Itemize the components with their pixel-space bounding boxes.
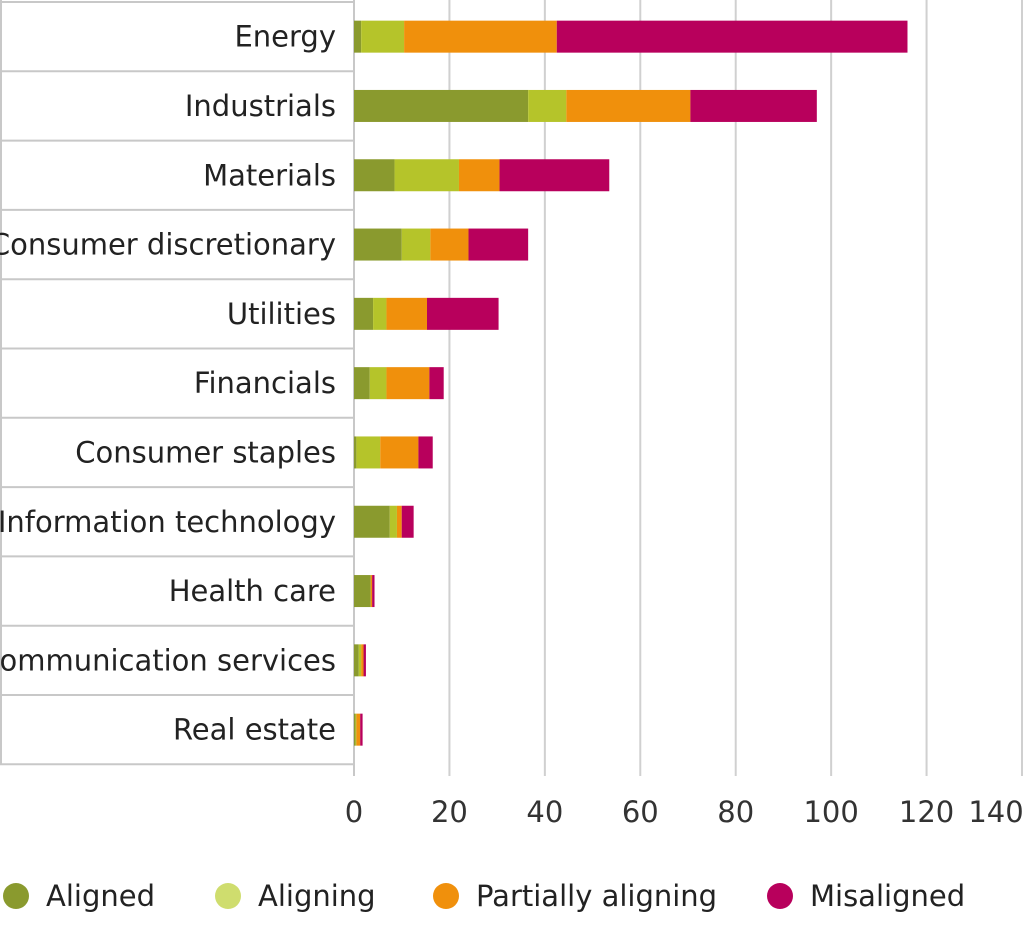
legend-swatch-partially-aligning bbox=[433, 883, 459, 909]
x-tick-label-100: 100 bbox=[803, 795, 858, 829]
bar-health-care-misaligned bbox=[372, 575, 375, 608]
legend-label-partially-aligning: Partially aligning bbox=[476, 879, 717, 913]
bar-financials-aligning bbox=[369, 367, 387, 400]
category-label-financials: Financials bbox=[194, 366, 336, 400]
bar-utilities-partially-aligning bbox=[386, 297, 428, 330]
bar-industrials-misaligned bbox=[690, 89, 817, 122]
x-tick-label-60: 60 bbox=[622, 795, 659, 829]
x-axis-ticks: 0 20 40 60 80 100 120 140 bbox=[345, 795, 1024, 829]
bar-utilities-aligning bbox=[373, 297, 387, 330]
bar-consumer-discretionary-aligning bbox=[401, 228, 431, 261]
gridlines bbox=[448, 0, 1023, 776]
bar-consumer-staples-misaligned bbox=[418, 436, 433, 469]
bar-industrials-partially-aligning bbox=[566, 89, 691, 122]
bar-consumer-discretionary-aligned bbox=[354, 228, 402, 261]
bar-consumer-staples-aligned bbox=[354, 436, 357, 469]
legend-label-aligned: Aligned bbox=[46, 879, 155, 913]
bar-materials-aligning bbox=[394, 159, 459, 192]
bar-information-technology-partially-aligning bbox=[396, 505, 402, 538]
legend-label-aligning: Aligning bbox=[258, 879, 376, 913]
bars bbox=[354, 20, 908, 746]
bar-utilities-misaligned bbox=[427, 297, 499, 330]
category-label-utilities: Utilities bbox=[227, 297, 336, 331]
category-label-industrials: Industrials bbox=[185, 89, 336, 123]
legend-swatch-aligned bbox=[3, 883, 29, 909]
legend-swatch-misaligned bbox=[767, 883, 793, 909]
bar-utilities-aligned bbox=[354, 297, 374, 330]
legend-swatch-aligning bbox=[215, 883, 241, 909]
category-label-consumer-discretionary: Consumer discretionary bbox=[0, 228, 336, 262]
bar-real-estate-aligning bbox=[355, 713, 357, 746]
bar-industrials-aligned bbox=[354, 89, 529, 122]
bar-health-care-aligned bbox=[354, 575, 371, 608]
bar-information-technology-aligning bbox=[389, 505, 397, 538]
bar-materials-aligned bbox=[354, 159, 395, 192]
x-tick-label-140: 140 bbox=[968, 795, 1023, 829]
x-tick-label-120: 120 bbox=[899, 795, 954, 829]
bar-information-technology-aligned bbox=[354, 505, 390, 538]
bar-materials-partially-aligning bbox=[458, 159, 500, 192]
bar-financials-aligned bbox=[354, 367, 370, 400]
bar-information-technology-misaligned bbox=[401, 505, 414, 538]
bar-communication-services-aligning bbox=[358, 644, 362, 677]
category-label-energy: Energy bbox=[234, 20, 336, 54]
bar-materials-misaligned bbox=[499, 159, 610, 192]
legend: Aligned Aligning Partially aligning Misalig… bbox=[3, 879, 965, 913]
bar-communication-services-misaligned bbox=[363, 644, 366, 677]
bar-consumer-discretionary-partially-aligning bbox=[430, 228, 469, 261]
category-label-communication-services: Communication services bbox=[0, 643, 336, 677]
bar-industrials-aligning bbox=[528, 89, 567, 122]
bar-communication-services-aligned bbox=[354, 644, 359, 677]
category-label-materials: Materials bbox=[203, 158, 336, 192]
bar-energy-aligning bbox=[361, 20, 405, 53]
legend-label-misaligned: Misaligned bbox=[810, 879, 965, 913]
x-tick-label-0: 0 bbox=[345, 795, 363, 829]
bar-financials-partially-aligning bbox=[386, 367, 430, 400]
category-label-information-technology: Information technology bbox=[0, 505, 336, 539]
x-tick-label-80: 80 bbox=[717, 795, 754, 829]
category-rows: Energy Industrials Materials Consumer discr… bbox=[0, 0, 355, 776]
bar-energy-misaligned bbox=[556, 20, 908, 53]
category-label-consumer-staples: Consumer staples bbox=[75, 435, 336, 469]
bar-consumer-discretionary-misaligned bbox=[468, 228, 529, 261]
category-label-health-care: Health care bbox=[169, 574, 336, 608]
bar-consumer-staples-partially-aligning bbox=[380, 436, 419, 469]
bar-energy-aligned bbox=[354, 20, 362, 53]
bar-real-estate-aligned bbox=[354, 713, 356, 746]
bar-financials-misaligned bbox=[429, 367, 444, 400]
bar-real-estate-misaligned bbox=[360, 713, 363, 746]
bar-communication-services-partially-aligning bbox=[361, 644, 364, 677]
bar-energy-partially-aligning bbox=[404, 20, 557, 53]
bar-consumer-staples-aligning bbox=[356, 436, 381, 469]
bar-real-estate-partially-aligning bbox=[356, 713, 361, 746]
x-tick-label-20: 20 bbox=[431, 795, 468, 829]
x-tick-label-40: 40 bbox=[526, 795, 563, 829]
category-label-real-estate: Real estate bbox=[173, 713, 336, 747]
bar-health-care-partially-aligning bbox=[370, 575, 373, 608]
